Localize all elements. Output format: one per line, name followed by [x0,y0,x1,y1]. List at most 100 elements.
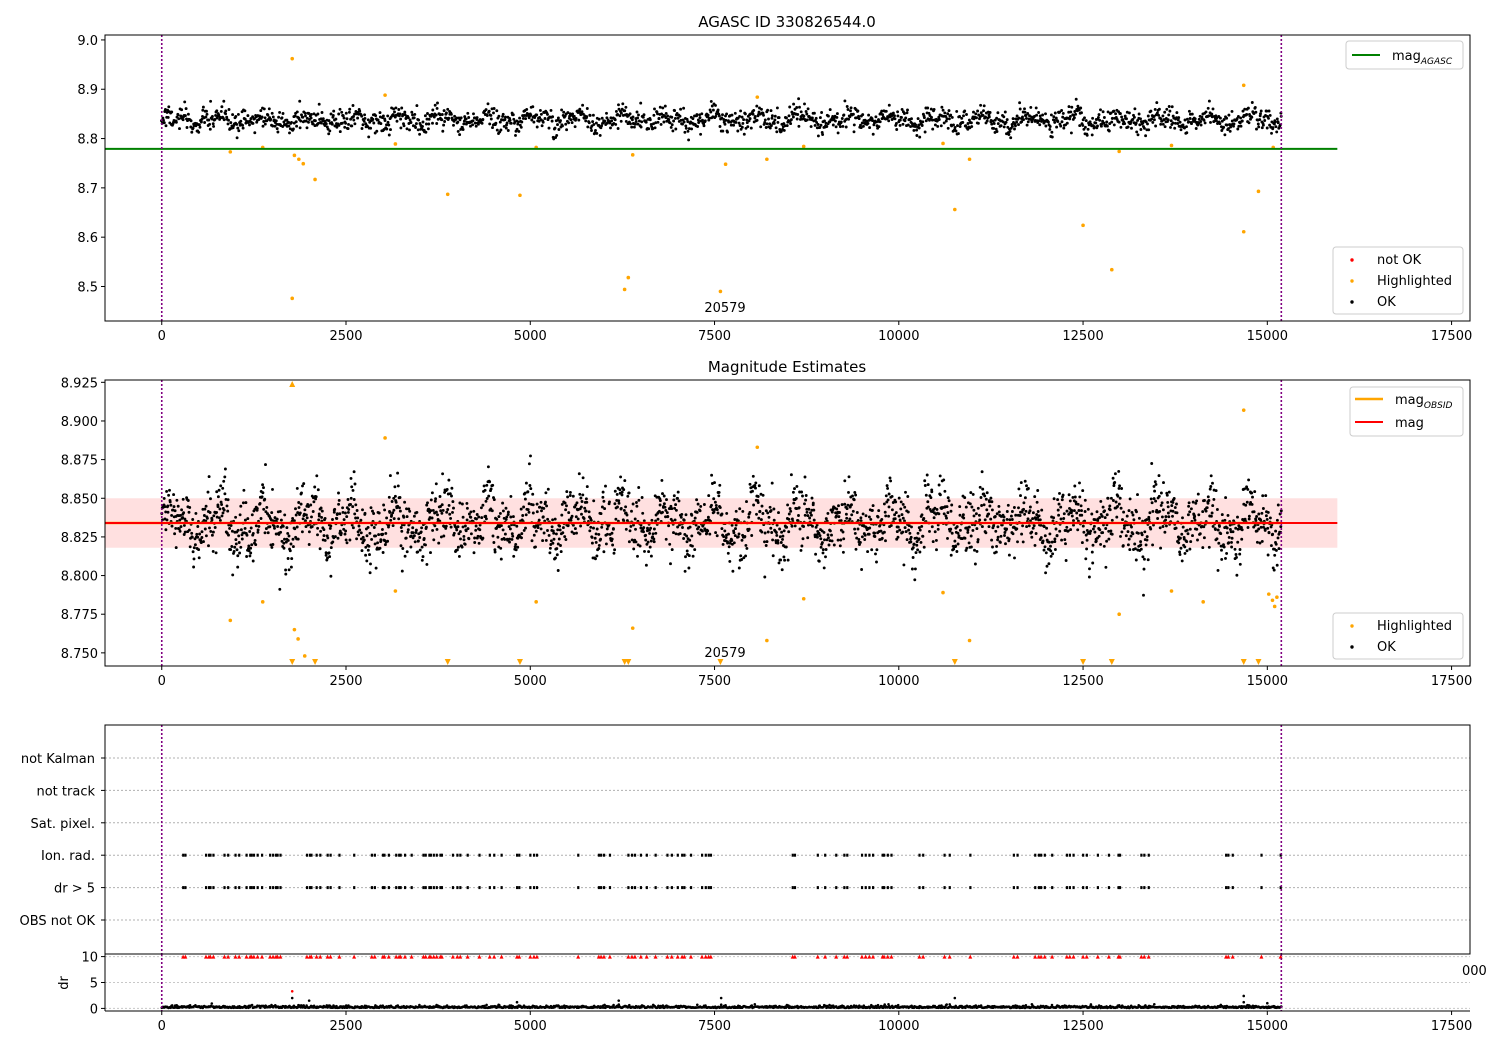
p2-ok-point [390,500,394,503]
p1-ok-point [1159,122,1163,126]
p1-ok-point [176,113,180,117]
p1-ok-point [845,105,849,108]
p1-ok-point [464,117,468,121]
p2-ok-point [975,527,979,531]
p1-ok-point [856,109,860,113]
p2-ok-point [774,531,778,534]
flag-mark-4-83 [793,886,797,890]
p2-ok-point [853,490,857,494]
p2-ok-point [859,519,863,523]
p1-ok-point [1199,123,1203,127]
p1-ok-point [676,116,680,120]
p2-ok-point [304,519,307,523]
p1-ok-point [777,116,781,120]
p2-ok-point [1201,546,1205,550]
p2-xtick-label-7: 17500 [1431,674,1472,689]
p2-ok-point [475,517,478,521]
flag-mark-4-85 [824,886,827,890]
p1-ok-point [917,126,921,130]
p1-ok-point [489,113,493,117]
p2-ok-point [843,502,847,506]
flag-mark-3-11 [249,853,252,857]
p2-ok-point [863,533,867,537]
p1-ok-point [1136,133,1140,137]
p1-ok-point [782,122,786,126]
flag-mark-3-112 [1082,853,1085,857]
p1-xtick-label-2: 5000 [514,329,547,344]
p1-ok-point [641,115,645,119]
flag-mark-3-8 [234,853,237,857]
p2-ok-point [465,506,469,510]
p2-ok-point [1250,502,1254,506]
p1-ok-point [1190,122,1193,126]
p1-ok-point [826,114,830,118]
p2-ok-point [955,525,959,529]
p2-ok-point [192,565,196,569]
p1-ok-point [236,126,240,130]
p2-ok-point [200,530,204,534]
p2-ok-point [1117,486,1121,490]
flag-mark-4-103 [1016,886,1019,890]
p2-ok-point [890,494,894,498]
p1-ok-point [656,112,659,116]
p1-highlighted-point-2 [290,56,295,61]
p1-ok-point [684,126,688,130]
p1-highlighted-point-15 [630,153,635,157]
p2-highlighted-point-11 [801,596,806,601]
p2-ok-point [228,526,232,530]
p1-ok-point [1094,121,1098,125]
p2-ok-point [733,518,737,521]
p2-ok-point [958,505,962,509]
p2-ok-point [909,540,913,544]
p1-ok-point [592,123,596,126]
p2-ok-point [920,524,924,528]
p1-ok-point [1061,115,1065,119]
p2-ok-point [757,516,761,520]
p2-ok-point [294,507,297,511]
p2-ok-point [613,489,617,493]
p2-ok-point [824,555,827,559]
p2-ok-point [1084,557,1088,561]
p2-ok-point [1148,511,1152,515]
p2-ok-point [1003,534,1006,537]
flag-mark-3-24 [315,853,318,857]
p1-ok-point [711,108,715,112]
p1-ok-point [212,124,216,128]
p1-ok-point [868,126,872,130]
p1-ok-point [859,123,862,127]
p2-ok-point [1018,514,1022,517]
p1-ok-point [560,108,564,112]
p2-ok-point [803,475,807,479]
p1-ok-point [251,115,255,119]
p1-ok-point [463,115,467,119]
p2-ok-point [698,532,702,536]
p2-ok-point [1261,507,1265,510]
p2-ok-point [479,506,483,510]
p2-ok-point [366,548,370,552]
p2-ok-point [231,573,235,577]
p1-ok-point [1260,126,1264,130]
p2-ok-point [347,507,351,511]
p1-ok-point [966,122,970,125]
flag-mark-3-106 [1040,853,1043,857]
p2-ok-point [1094,539,1098,543]
p2-ok-point [836,538,840,542]
p1-ok-point [208,122,212,126]
p1-ok-point [346,127,350,131]
p2-ok-point [552,537,556,541]
p2-ok-point [943,489,947,493]
p2-ok-point [320,509,324,513]
p2-ok-point [634,501,638,504]
p2-ok-point [1130,510,1134,514]
p2-ok-point [704,519,708,522]
p2-ok-point [567,511,571,515]
p1-ok-point [915,134,919,137]
p2-ok-point [220,514,224,518]
p2-ok-point [236,565,240,569]
p2-ok-point [978,485,982,489]
p1-ok-point [514,133,517,137]
flag-mark-4-15 [260,886,264,890]
p2-ok-point [990,538,994,542]
p1-ok-point [788,105,792,109]
p2-ok-point [876,515,880,519]
